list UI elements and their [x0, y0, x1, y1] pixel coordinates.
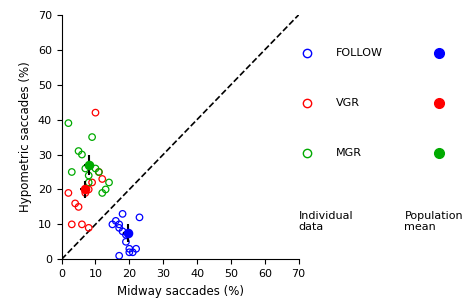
Point: [112, 218, 119, 223]
Point: [75, 149, 82, 153]
Point: [85, 180, 92, 185]
Point: [115, 222, 123, 227]
Point: [64, 121, 72, 125]
Point: [136, 215, 143, 220]
Text: VGR: VGR: [336, 98, 360, 108]
Point: [119, 229, 127, 234]
Point: [122, 239, 130, 244]
Text: Population
mean: Population mean: [404, 210, 463, 232]
Point: [95, 170, 103, 174]
Point: [115, 253, 123, 258]
Point: [82, 187, 89, 192]
Point: [119, 212, 127, 216]
Point: [95, 170, 103, 174]
X-axis label: Midway saccades (%): Midway saccades (%): [117, 285, 244, 297]
Point: [78, 152, 86, 157]
Point: [72, 201, 79, 206]
Point: [129, 250, 137, 255]
Point: [82, 190, 89, 195]
Point: [99, 177, 106, 181]
Point: [85, 226, 92, 230]
Point: [75, 204, 82, 209]
Point: [91, 110, 99, 115]
Point: [88, 135, 96, 139]
Point: [68, 222, 75, 227]
Y-axis label: Hypometric saccades (%): Hypometric saccades (%): [19, 62, 32, 212]
Point: [85, 173, 92, 178]
Text: Individual
data: Individual data: [299, 210, 353, 232]
Point: [82, 187, 89, 192]
Point: [109, 222, 116, 227]
Point: [124, 231, 131, 235]
Point: [115, 226, 123, 230]
Point: [99, 190, 106, 195]
Point: [132, 246, 140, 251]
Point: [85, 187, 92, 192]
Point: [91, 166, 99, 171]
Point: [85, 163, 92, 167]
Point: [64, 190, 72, 195]
Point: [68, 170, 75, 174]
Text: MGR: MGR: [336, 148, 362, 158]
Point: [82, 166, 89, 171]
Point: [102, 187, 109, 192]
Point: [122, 232, 130, 237]
Point: [126, 250, 133, 255]
Point: [126, 246, 133, 251]
Point: [105, 180, 113, 185]
Point: [78, 222, 86, 227]
Point: [88, 180, 96, 185]
Text: FOLLOW: FOLLOW: [336, 48, 383, 58]
